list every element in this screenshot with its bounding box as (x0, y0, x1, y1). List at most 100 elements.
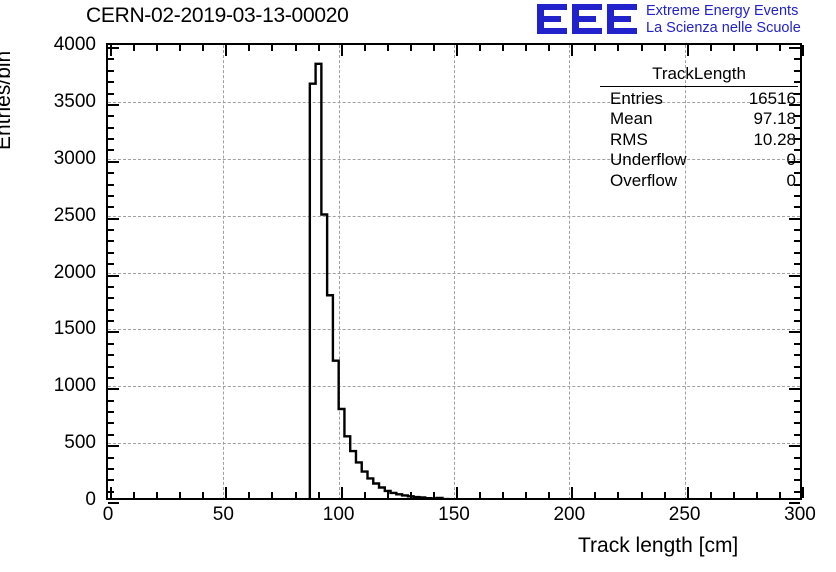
y-tick-minor-right (794, 229, 800, 231)
x-tick-major-top (340, 45, 343, 56)
y-tick-major-left (108, 388, 119, 391)
x-tick-minor-bottom (386, 492, 389, 498)
x-tick-minor-top (156, 45, 159, 51)
stats-row-key: Mean (610, 109, 653, 128)
x-tick-minor-bottom (640, 492, 643, 498)
grid-line-horizontal (108, 272, 800, 274)
y-tick-minor-right (794, 422, 800, 425)
x-tick-label: 200 (553, 504, 586, 525)
y-tick-minor-left (108, 194, 114, 197)
y-tick-minor-right (794, 81, 800, 84)
y-tick-minor-left (108, 229, 114, 231)
x-tick-major-bottom (456, 487, 458, 498)
stats-box-rule (600, 85, 798, 87)
y-tick-minor-left (108, 149, 114, 152)
y-tick-minor-right (794, 240, 800, 243)
stats-row: RMS 10.28 (600, 130, 798, 151)
x-tick-minor-top (502, 45, 505, 51)
y-tick-minor-right (794, 297, 800, 300)
y-tick-major-left (108, 160, 119, 163)
x-tick-minor-top (640, 45, 643, 51)
x-tick-minor-top (202, 45, 205, 51)
y-tick-major-left (108, 445, 119, 448)
x-tick-minor-top (732, 45, 735, 51)
stats-row-key: Entries (610, 88, 663, 108)
x-tick-minor-top (755, 45, 758, 51)
y-tick-label: 2500 (53, 204, 96, 226)
stats-row-key: RMS (610, 129, 648, 149)
stats-row: Overflow 0 (600, 171, 798, 192)
y-tick-minor-left (108, 240, 114, 243)
y-tick-minor-right (794, 69, 800, 72)
y-tick-major-left (108, 331, 119, 334)
x-tick-minor-bottom (617, 492, 620, 498)
grid-line-horizontal (108, 158, 800, 160)
grid-line-horizontal (108, 215, 800, 217)
y-tick-minor-right (794, 92, 800, 95)
y-tick-minor-left (108, 172, 114, 175)
x-tick-minor-bottom (479, 492, 482, 498)
y-tick-minor-left (108, 342, 114, 345)
stats-row-value: 97.18 (753, 109, 796, 128)
x-tick-minor-top (617, 45, 620, 51)
x-tick-major-bottom (225, 487, 228, 498)
y-tick-minor-left (108, 58, 114, 61)
y-tick-minor-left (108, 354, 114, 357)
y-tick-minor-left (108, 376, 114, 379)
y-tick-minor-right (794, 251, 800, 254)
y-tick-minor-right (794, 58, 800, 61)
y-tick-minor-left (108, 206, 114, 209)
eee-logo-mark (537, 4, 637, 34)
y-tick-minor-right (794, 354, 800, 357)
x-tick-major-bottom (802, 487, 804, 498)
x-tick-label: 150 (438, 504, 470, 525)
eee-logo-line1: Extreme Energy Events (646, 3, 799, 19)
x-tick-major-bottom (110, 487, 112, 498)
x-tick-minor-bottom (755, 492, 758, 498)
y-tick-label: 3000 (53, 147, 96, 169)
x-axis-title: Track length [cm] (578, 534, 739, 557)
y-tick-label: 1000 (53, 375, 96, 397)
y-tick-minor-right (794, 365, 800, 368)
x-tick-minor-bottom (548, 492, 551, 498)
y-tick-minor-right (794, 467, 800, 470)
y-tick-minor-right (794, 433, 800, 436)
x-tick-minor-bottom (409, 492, 412, 498)
y-tick-major-right (789, 217, 800, 220)
x-tick-label: 300 (784, 504, 816, 525)
x-tick-major-bottom (340, 487, 343, 498)
x-tick-major-bottom (686, 487, 689, 498)
y-tick-minor-left (108, 433, 114, 436)
x-tick-minor-top (709, 45, 712, 51)
stats-row-key: Overflow (610, 170, 678, 190)
x-tick-minor-bottom (432, 492, 435, 498)
x-tick-minor-top (317, 45, 320, 51)
y-tick-minor-right (794, 490, 800, 493)
y-tick-minor-left (108, 263, 114, 266)
x-tick-label: 100 (322, 504, 355, 525)
stats-row: Mean 97.18 (600, 109, 798, 130)
y-tick-minor-left (108, 320, 114, 322)
y-tick-minor-left (108, 81, 114, 84)
y-tick-minor-left (108, 285, 114, 288)
eee-logo: Extreme Energy Events La Scienza nelle S… (536, 2, 834, 40)
y-tick-minor-left (108, 183, 114, 186)
y-tick-minor-right (794, 399, 800, 402)
x-tick-major-top (110, 45, 112, 56)
stats-row: Entries 16516 (600, 89, 798, 110)
stats-row-value: 10.28 (753, 129, 796, 149)
y-tick-minor-left (108, 467, 114, 470)
y-tick-minor-left (108, 365, 114, 368)
y-tick-major-left (108, 502, 119, 504)
y-tick-major-right (789, 502, 800, 504)
y-tick-major-right (789, 160, 800, 163)
x-tick-minor-bottom (133, 492, 136, 498)
x-tick-minor-bottom (525, 492, 528, 498)
grid-line-horizontal (108, 443, 800, 445)
y-tick-label: 1500 (53, 318, 96, 340)
y-tick-major-left (108, 217, 119, 220)
x-tick-minor-bottom (271, 492, 274, 498)
x-tick-minor-bottom (179, 492, 182, 498)
x-tick-label: 250 (668, 504, 701, 525)
